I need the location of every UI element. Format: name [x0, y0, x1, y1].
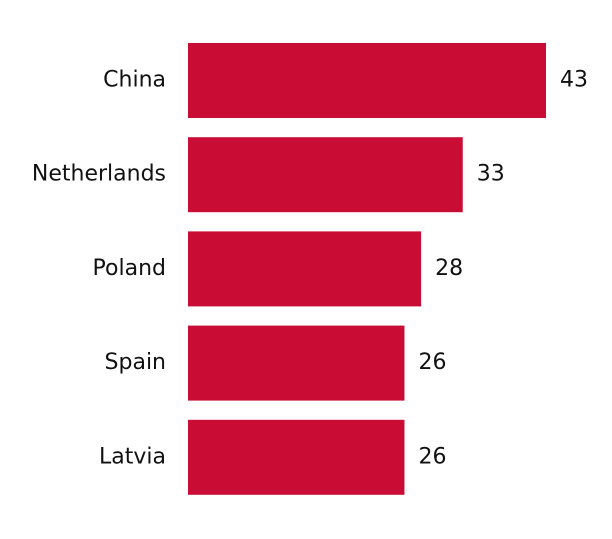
category-label: Spain — [105, 350, 166, 375]
value-label: 26 — [418, 444, 446, 469]
bar — [188, 231, 422, 307]
category-label: Netherlands — [32, 162, 166, 187]
bar — [188, 325, 405, 401]
value-label: 28 — [435, 256, 463, 281]
bar — [188, 137, 463, 213]
category-label: Latvia — [99, 444, 166, 469]
category-label: Poland — [93, 256, 166, 281]
bar — [188, 419, 405, 495]
value-label: 26 — [418, 350, 446, 375]
category-label: China — [103, 68, 166, 93]
value-label: 33 — [477, 162, 505, 187]
bar — [188, 43, 546, 118]
value-label: 43 — [560, 68, 588, 93]
